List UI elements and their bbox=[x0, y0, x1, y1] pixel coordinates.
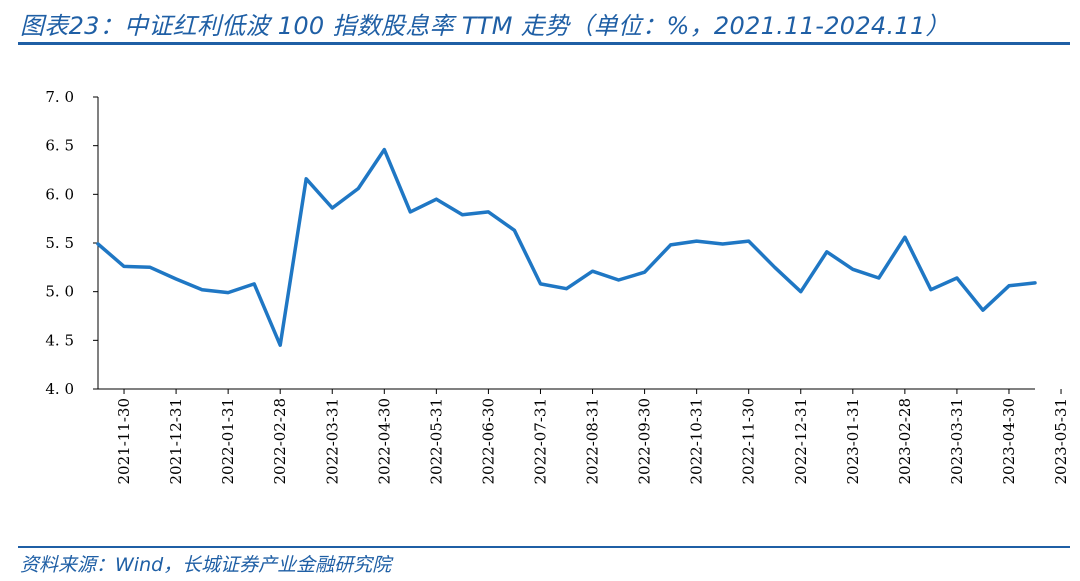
data-point bbox=[227, 291, 230, 294]
data-point bbox=[1007, 284, 1010, 287]
x-tick-label: 2023-01-31 bbox=[844, 398, 862, 484]
data-point bbox=[123, 265, 126, 268]
data-point bbox=[409, 210, 412, 213]
source-note: 资料来源：Wind，长城证券产业金融研究院 bbox=[20, 554, 392, 576]
x-tick-label: 2021-11-30 bbox=[115, 398, 133, 484]
data-point bbox=[357, 187, 360, 190]
x-tick-label: 2022-07-31 bbox=[531, 398, 549, 484]
x-tick-label: 2022-06-30 bbox=[479, 398, 497, 484]
data-point bbox=[383, 148, 386, 151]
x-tick-label: 2022-01-31 bbox=[219, 398, 237, 484]
x-tick-label: 2022-03-31 bbox=[323, 398, 341, 484]
x-tick-label: 2022-05-31 bbox=[427, 398, 445, 484]
data-series bbox=[96, 147, 1037, 347]
x-tick-label: 2023-02-28 bbox=[896, 398, 914, 484]
data-point bbox=[929, 288, 932, 291]
x-tick-label: 2023-03-31 bbox=[948, 398, 966, 484]
data-point bbox=[877, 277, 880, 280]
line-chart: 7. 06. 56. 05. 55. 04. 54. 0 2021-11-30 2… bbox=[45, 88, 1070, 484]
x-tick-label: 2023-04-30 bbox=[1000, 398, 1018, 484]
data-point bbox=[851, 268, 854, 271]
data-point bbox=[617, 278, 620, 281]
data-point bbox=[903, 236, 906, 239]
data-point bbox=[695, 240, 698, 243]
data-point bbox=[747, 240, 750, 243]
data-point bbox=[513, 229, 516, 232]
data-point bbox=[565, 287, 568, 290]
data-point bbox=[175, 278, 178, 281]
x-tick-label: 2022-12-31 bbox=[792, 398, 810, 484]
data-point bbox=[773, 266, 776, 269]
x-tick-label: 2022-09-30 bbox=[636, 398, 654, 484]
data-point bbox=[591, 270, 594, 273]
y-tick-label: 5. 5 bbox=[45, 234, 74, 252]
footer-divider bbox=[18, 546, 1070, 548]
data-point bbox=[331, 206, 334, 209]
data-point bbox=[461, 213, 464, 216]
x-tick-label: 2022-08-31 bbox=[584, 398, 602, 484]
y-tick-label: 6. 0 bbox=[45, 185, 74, 203]
x-tick-label: 2022-10-31 bbox=[688, 398, 706, 484]
data-point bbox=[253, 282, 256, 285]
data-point bbox=[799, 290, 802, 293]
y-tick-label: 4. 5 bbox=[45, 331, 74, 349]
data-point bbox=[825, 250, 828, 253]
x-tick-label: 2022-04-30 bbox=[375, 398, 393, 484]
data-point bbox=[669, 243, 672, 246]
x-tick-label: 2021-12-31 bbox=[167, 398, 185, 484]
data-point bbox=[149, 266, 152, 269]
y-axis-ticks: 7. 0 6. 5 6. 0 5. 5 5. 0 4. 5 4. 0 bbox=[45, 88, 98, 398]
x-tick-label: 2022-02-28 bbox=[271, 398, 289, 484]
data-point bbox=[201, 288, 204, 291]
y-tick-label: 4. 0 bbox=[45, 380, 74, 398]
x-tick-label: 2022-11-30 bbox=[740, 398, 758, 484]
data-point bbox=[981, 309, 984, 312]
data-point bbox=[487, 210, 490, 213]
data-point bbox=[643, 271, 646, 274]
data-point bbox=[435, 198, 438, 201]
data-point bbox=[955, 277, 958, 280]
title-divider bbox=[18, 42, 1070, 45]
data-point bbox=[1034, 281, 1037, 284]
data-point bbox=[721, 242, 724, 245]
data-point bbox=[539, 282, 542, 285]
y-tick-label: 7. 0 bbox=[45, 88, 74, 106]
data-point bbox=[97, 242, 100, 245]
x-axis-ticks: 2021-11-30 2021-12-31 2022-01-31 2022-02-28… bbox=[115, 389, 1070, 484]
y-tick-label: 6. 5 bbox=[45, 137, 74, 155]
data-point bbox=[305, 177, 308, 180]
chart-axes bbox=[97, 97, 1035, 390]
y-tick-label: 5. 0 bbox=[45, 283, 74, 301]
series-line bbox=[96, 147, 1037, 347]
data-point bbox=[279, 344, 282, 347]
x-tick-label: 2023-05-31 bbox=[1052, 398, 1070, 484]
chart-title: 图表23：中证红利低波 100 指数股息率 TTM 走势（单位：%，2021.1… bbox=[20, 12, 950, 40]
